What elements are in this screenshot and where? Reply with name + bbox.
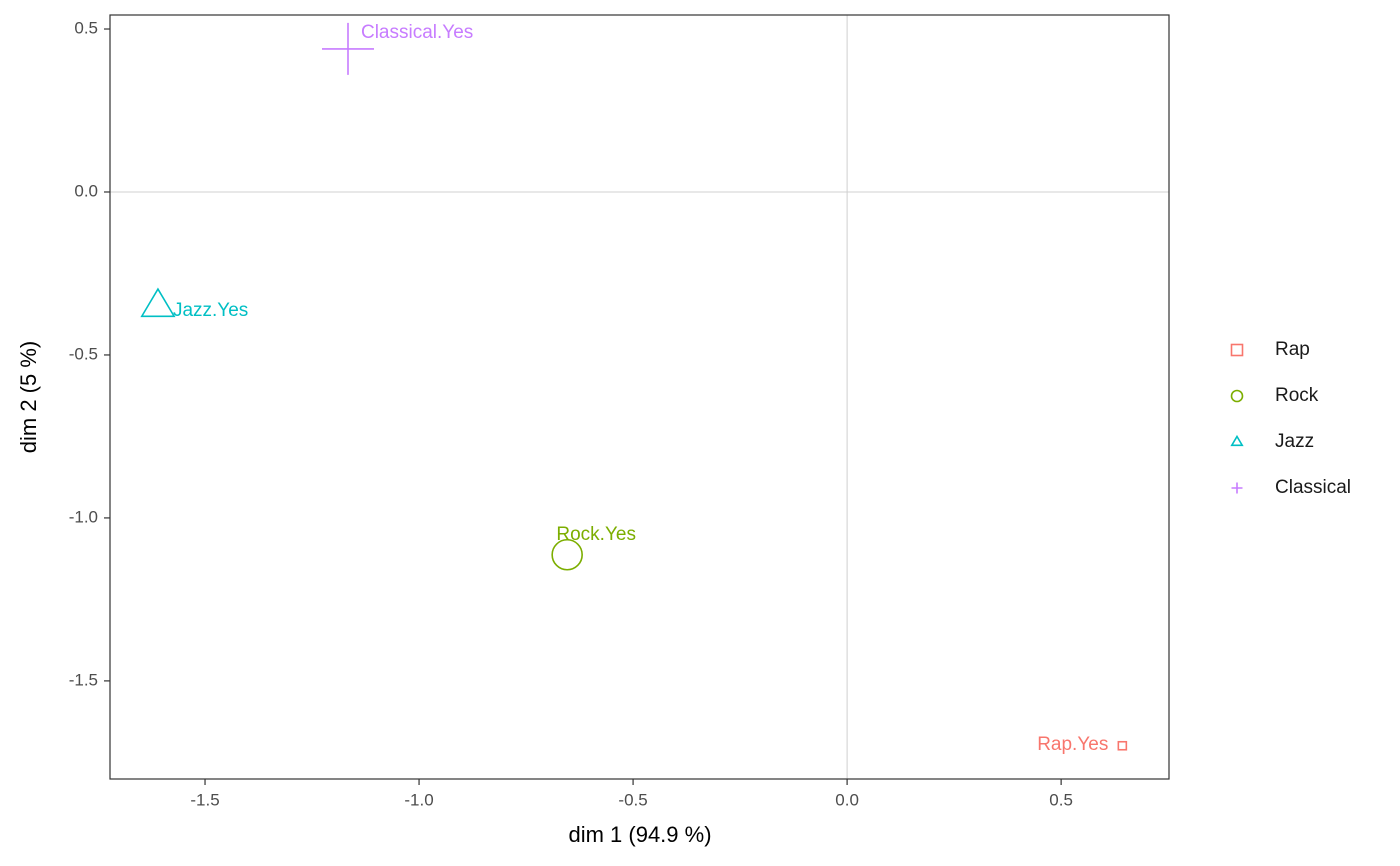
- x-tick-label: -0.5: [618, 790, 647, 809]
- point: [551, 538, 583, 571]
- legend-key: [1231, 482, 1243, 494]
- point-label: Classical.Yes: [361, 22, 473, 43]
- x-tick-label: -1.0: [404, 790, 433, 809]
- x-tick-label: 0.0: [835, 790, 859, 809]
- legend-label: Rap: [1275, 339, 1310, 360]
- y-tick-label: 0.0: [74, 181, 98, 200]
- x-tick-label: 0.5: [1049, 790, 1073, 809]
- y-axis-title: dim 2 (5 %): [16, 341, 41, 453]
- point-label: Rock.Yes: [556, 524, 636, 545]
- point: [140, 287, 176, 318]
- point: [1117, 740, 1128, 751]
- x-axis-title: dim 1 (94.9 %): [568, 822, 711, 847]
- legend-key: [1230, 434, 1244, 447]
- legend-label: Rock: [1275, 385, 1319, 406]
- x-tick-label: -1.5: [190, 790, 219, 809]
- y-tick-label: 0.5: [74, 18, 98, 37]
- legend-label: Classical: [1275, 477, 1351, 498]
- legend-key: [1230, 343, 1244, 357]
- point-label: Rap.Yes: [1037, 734, 1108, 755]
- legend-key: [1230, 389, 1244, 403]
- y-tick-label: -1.0: [69, 507, 98, 526]
- point: [321, 22, 374, 75]
- point-label: Jazz.Yes: [173, 300, 248, 321]
- y-tick-label: -0.5: [69, 344, 98, 363]
- plot-border: [109, 14, 1170, 780]
- legend-label: Jazz: [1275, 431, 1314, 452]
- y-tick-label: -1.5: [69, 670, 98, 689]
